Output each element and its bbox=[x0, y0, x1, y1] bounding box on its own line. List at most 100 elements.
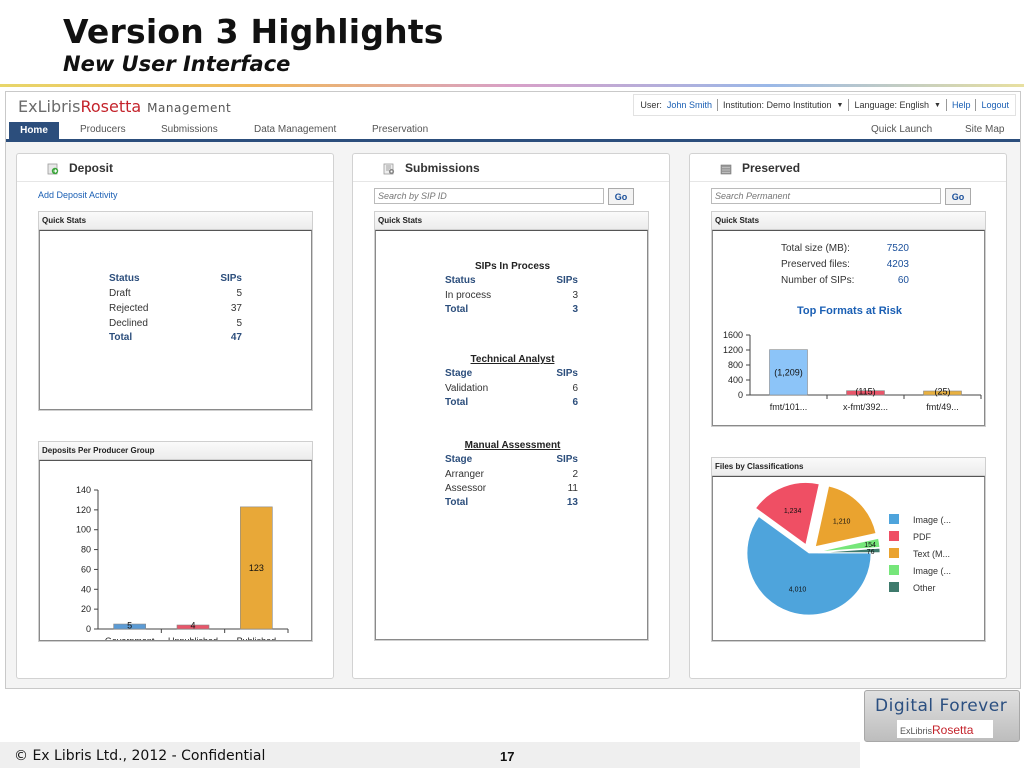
y-tick-label: 120 bbox=[76, 505, 91, 515]
col-header-sips: SIPs bbox=[220, 273, 242, 284]
legend-label: Image (... bbox=[913, 515, 951, 525]
sip-search-input[interactable] bbox=[374, 188, 604, 204]
legend-label: PDF bbox=[913, 532, 932, 542]
separator bbox=[945, 99, 947, 111]
y-tick-label: 60 bbox=[81, 564, 91, 574]
logout-link[interactable]: Logout bbox=[981, 100, 1009, 110]
add-deposit-activity-link[interactable]: Add Deposit Activity bbox=[38, 190, 118, 200]
row-sips: 6 bbox=[572, 383, 578, 394]
col-header-stage: Stage bbox=[445, 368, 473, 379]
col-header-sips: SIPs bbox=[556, 275, 578, 286]
deposit-title: Deposit bbox=[69, 161, 114, 175]
logo-accent: Rosetta bbox=[80, 97, 142, 116]
box-title: Quick Stats bbox=[39, 212, 312, 230]
quick-launch-link[interactable]: Quick Launch bbox=[871, 124, 933, 135]
stat-value: 4203 bbox=[886, 259, 909, 270]
pie-slice bbox=[817, 547, 881, 554]
badge-logo-accent: Rosetta bbox=[932, 723, 974, 737]
slide-subtitle: New User Interface bbox=[63, 52, 291, 76]
digital-forever-badge: Digital Forever ExLibrisRosetta bbox=[864, 690, 1020, 742]
col-header-status: Status bbox=[445, 275, 476, 286]
bar-data-label: 123 bbox=[249, 563, 264, 573]
tab-preservation[interactable]: Preservation bbox=[372, 124, 429, 135]
user-label: User: bbox=[640, 100, 662, 110]
total-value: 47 bbox=[230, 332, 242, 343]
stat-label: Number of SIPs: bbox=[781, 275, 855, 286]
bar-data-label: (1,209) bbox=[774, 367, 803, 377]
slide-title: Version 3 Highlights bbox=[63, 12, 444, 51]
separator bbox=[716, 99, 718, 111]
section-title-sips-in-process: SIPs In Process bbox=[474, 261, 551, 272]
row-status: Draft bbox=[109, 288, 131, 299]
pie-slice bbox=[755, 482, 820, 546]
site-map-link[interactable]: Site Map bbox=[965, 124, 1005, 135]
pie-slice bbox=[817, 537, 881, 553]
y-tick-label: 0 bbox=[738, 390, 743, 400]
y-tick-label: 800 bbox=[728, 360, 743, 370]
tab-home[interactable]: Home bbox=[9, 122, 59, 139]
bar bbox=[769, 349, 808, 396]
badge-logo: ExLibrisRosetta bbox=[897, 720, 993, 738]
app-logo[interactable]: ExLibrisRosetta Management bbox=[18, 97, 231, 116]
row-sips: 37 bbox=[230, 303, 242, 314]
sip-search-go-button[interactable]: Go bbox=[608, 188, 634, 205]
language-select[interactable]: Language: English bbox=[854, 100, 930, 110]
tab-producers[interactable]: Producers bbox=[80, 124, 126, 135]
total-value: 13 bbox=[566, 497, 578, 508]
legend-label: Image (... bbox=[913, 566, 951, 576]
x-tick-label: Government bbox=[105, 636, 155, 640]
stat-label: Preserved files: bbox=[781, 259, 850, 270]
app-window: ExLibrisRosetta Management User: John Smi… bbox=[5, 91, 1021, 689]
pie-data-label: 76 bbox=[867, 549, 875, 556]
pie-data-label: 1,234 bbox=[784, 508, 802, 515]
legend-swatch bbox=[889, 565, 899, 575]
col-header-status: Status bbox=[109, 273, 140, 284]
y-tick-label: 40 bbox=[81, 584, 91, 594]
permanent-search-go-button[interactable]: Go bbox=[945, 188, 971, 205]
preserved-panel-header: Preserved bbox=[690, 154, 1006, 182]
x-tick-label: fmt/49... bbox=[926, 402, 959, 412]
bar-data-label: (25) bbox=[934, 387, 950, 397]
page-number: 17 bbox=[500, 749, 515, 764]
y-tick-label: 100 bbox=[76, 525, 91, 535]
pie-slice bbox=[746, 516, 872, 616]
stat-value: 7520 bbox=[886, 243, 909, 254]
bar-data-label: (115) bbox=[855, 387, 875, 397]
chart-area: 4,010 1,234 1,210 154 76 Image (... PDF Text (M… bbox=[712, 476, 985, 641]
permanent-search-input[interactable] bbox=[711, 188, 941, 204]
separator bbox=[975, 99, 977, 111]
total-label: Total bbox=[445, 304, 469, 315]
chevron-down-icon[interactable]: ▼ bbox=[836, 101, 844, 109]
user-bar: User: John Smith Institution: Demo Insti… bbox=[633, 94, 1016, 116]
submissions-panel-header: Submissions bbox=[353, 154, 669, 182]
row-sips: 11 bbox=[567, 483, 578, 494]
legend-swatch bbox=[889, 582, 899, 592]
deposit-panel-header: Deposit bbox=[17, 154, 333, 182]
submissions-stats: SIPs In Process Status SIPs In process 3… bbox=[375, 230, 648, 640]
tab-submissions[interactable]: Submissions bbox=[161, 124, 218, 135]
preserved-quick-stats-box: Quick Stats Total size (MB): 7520 Preser… bbox=[711, 211, 986, 427]
deposits-bar-chart: 0 20 40 60 80 100 120 140 5 Government 4 Unpublishe… bbox=[76, 485, 289, 646]
section-title-manual-assessment[interactable]: Manual Assessment bbox=[464, 440, 561, 451]
box-title: Quick Stats bbox=[375, 212, 648, 230]
tab-data-management[interactable]: Data Management bbox=[254, 124, 337, 135]
deposits-per-producer-group-box: Deposits Per Producer Group 0 20 40 60 80 100… bbox=[38, 441, 313, 646]
legend-swatch bbox=[889, 514, 899, 524]
box-title: Files by Classifications bbox=[712, 458, 985, 476]
header-divider bbox=[0, 84, 1024, 87]
pie-data-label: 1,210 bbox=[833, 518, 851, 525]
row-status: In process bbox=[445, 290, 492, 301]
total-label: Total bbox=[109, 332, 133, 343]
row-sips: 2 bbox=[572, 469, 578, 480]
row-sips: 5 bbox=[236, 288, 242, 299]
section-title-technical-analyst[interactable]: Technical Analyst bbox=[470, 354, 555, 365]
logo-prefix: ExLibris bbox=[18, 97, 81, 116]
preserved-stats: Total size (MB): 7520 Preserved files: 4… bbox=[712, 230, 985, 426]
institution-select[interactable]: Institution: Demo Institution bbox=[722, 100, 832, 110]
user-name-link[interactable]: John Smith bbox=[666, 100, 712, 110]
bar bbox=[923, 390, 962, 396]
help-link[interactable]: Help bbox=[951, 100, 971, 110]
submissions-quick-stats-box: Quick Stats SIPs In Process Status SIPs … bbox=[374, 211, 649, 641]
chevron-down-icon[interactable]: ▼ bbox=[934, 101, 941, 109]
